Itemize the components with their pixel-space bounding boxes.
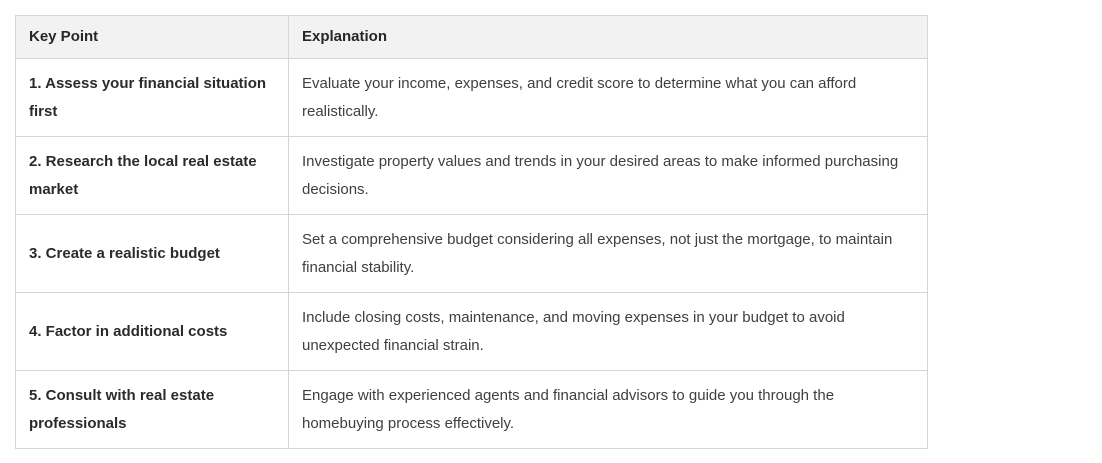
- key-point-cell: 2. Research the local real estate market: [15, 136, 289, 215]
- key-points-table: Key Point Explanation 1. Assess your fin…: [15, 15, 928, 449]
- key-point-cell: 3. Create a realistic budget: [15, 214, 289, 293]
- key-point-cell: 4. Factor in additional costs: [15, 292, 289, 371]
- column-header-key-point: Key Point: [15, 15, 289, 59]
- explanation-cell: Set a comprehensive budget considering a…: [288, 214, 928, 293]
- key-point-cell: 5. Consult with real estate professional…: [15, 370, 289, 449]
- key-point-cell: 1. Assess your financial situation first: [15, 58, 289, 137]
- table-row: 5. Consult with real estate professional…: [15, 370, 928, 449]
- explanation-cell: Evaluate your income, expenses, and cred…: [288, 58, 928, 137]
- table-row: 3. Create a realistic budget Set a compr…: [15, 214, 928, 293]
- table-container: Key Point Explanation 1. Assess your fin…: [15, 15, 928, 449]
- table-row: 1. Assess your financial situation first…: [15, 58, 928, 137]
- column-header-explanation: Explanation: [288, 15, 928, 59]
- explanation-cell: Investigate property values and trends i…: [288, 136, 928, 215]
- explanation-cell: Include closing costs, maintenance, and …: [288, 292, 928, 371]
- table-row: 4. Factor in additional costs Include cl…: [15, 292, 928, 371]
- table-row: 2. Research the local real estate market…: [15, 136, 928, 215]
- explanation-cell: Engage with experienced agents and finan…: [288, 370, 928, 449]
- table-header-row: Key Point Explanation: [15, 15, 928, 59]
